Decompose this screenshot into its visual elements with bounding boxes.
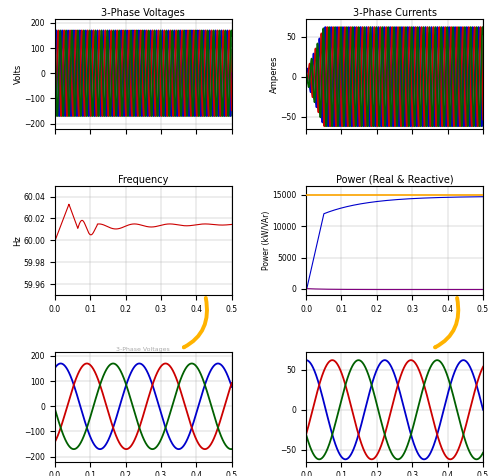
- Y-axis label: Power (kW/VAr): Power (kW/VAr): [262, 211, 271, 270]
- Y-axis label: Volts: Volts: [14, 64, 23, 84]
- Y-axis label: Amperes: Amperes: [270, 55, 279, 92]
- Title: 3-Phase Voltages: 3-Phase Voltages: [117, 347, 170, 352]
- Title: 3-Phase Currents: 3-Phase Currents: [353, 8, 437, 18]
- Title: 3-Phase Voltages: 3-Phase Voltages: [102, 8, 185, 18]
- Y-axis label: Hz: Hz: [13, 235, 22, 246]
- Title: Power (Real & Reactive): Power (Real & Reactive): [336, 175, 453, 185]
- Title: Frequency: Frequency: [118, 175, 168, 185]
